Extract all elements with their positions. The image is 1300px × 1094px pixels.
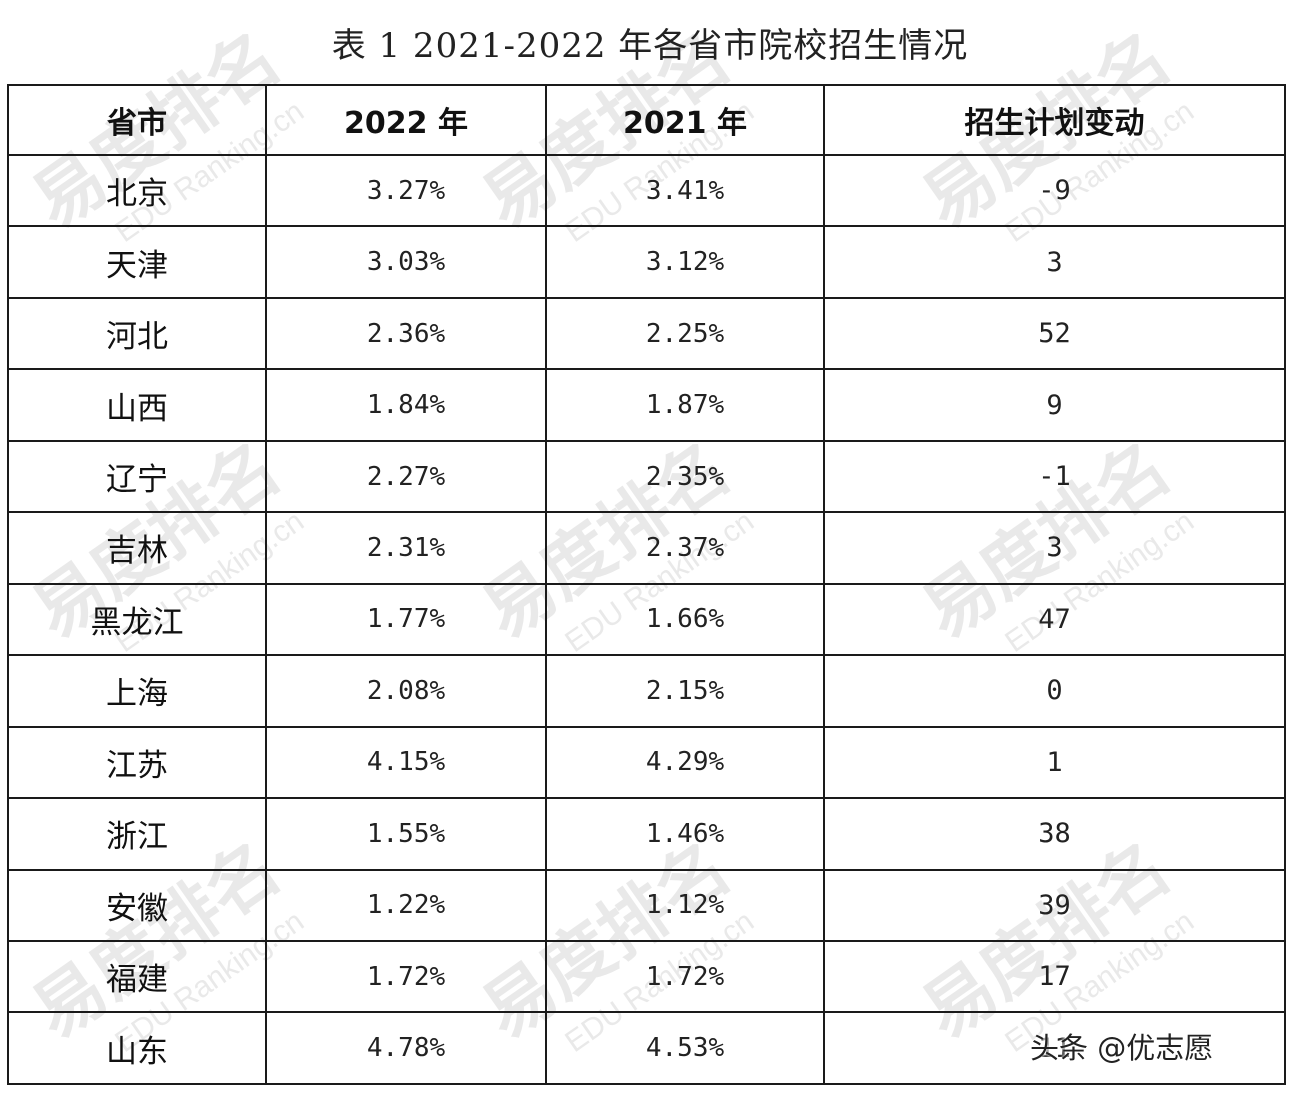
cell-2022: 4.78% <box>265 1011 547 1085</box>
cell-plan-change: 17 <box>823 939 1286 1014</box>
cell-2021: 2.15% <box>545 654 825 728</box>
cell-2022: 2.08% <box>265 654 547 728</box>
cell-2021: 1.46% <box>545 797 825 871</box>
header-plan-change: 招生计划变动 <box>823 84 1286 156</box>
cell-province: 黑龙江 <box>7 582 267 657</box>
table-title: 表 1 2021-2022 年各省市院校招生情况 <box>331 26 969 66</box>
cell-plan-change: 11 <box>823 1011 1286 1085</box>
table-row: 黑龙江 1.77% 1.66% 47 <box>7 582 1286 657</box>
cell-2021: 4.53% <box>545 1011 825 1085</box>
table-row: 天津 3.03% 3.12% 3 <box>7 225 1286 299</box>
cell-2022: 1.72% <box>265 939 547 1014</box>
cell-province: 安徽 <box>7 868 267 942</box>
cell-province: 辽宁 <box>7 439 267 514</box>
cell-province: 山东 <box>7 1011 267 1085</box>
cell-province: 天津 <box>7 225 267 299</box>
cell-2022: 4.15% <box>265 725 547 800</box>
cell-2022: 2.31% <box>265 511 547 585</box>
cell-province: 江苏 <box>7 725 267 800</box>
cell-province: 北京 <box>7 153 267 228</box>
cell-2021: 3.41% <box>545 153 825 228</box>
cell-2021: 1.72% <box>545 939 825 1014</box>
source-watermark-label: 头条 @优志愿 <box>1030 1031 1214 1065</box>
cell-2021: 2.37% <box>545 511 825 585</box>
cell-2022: 1.22% <box>265 868 547 942</box>
cell-plan-change: 0 <box>823 654 1286 728</box>
cell-2022: 1.84% <box>265 368 547 442</box>
cell-plan-change: 3 <box>823 511 1286 585</box>
cell-province: 河北 <box>7 296 267 371</box>
cell-plan-change: 3 <box>823 225 1286 299</box>
cell-plan-change: 9 <box>823 368 1286 442</box>
cell-plan-change: 52 <box>823 296 1286 371</box>
cell-2021: 1.12% <box>545 868 825 942</box>
cell-2021: 1.66% <box>545 582 825 657</box>
cell-plan-change: 1 <box>823 725 1286 800</box>
cell-2022: 2.27% <box>265 439 547 514</box>
header-2022: 2022 年 <box>265 84 547 156</box>
cell-plan-change: 38 <box>823 797 1286 871</box>
table-header-row: 省市 2022 年 2021 年 招生计划变动 <box>7 84 1286 156</box>
table-row: 辽宁 2.27% 2.35% -1 <box>7 439 1286 514</box>
cell-province: 山西 <box>7 368 267 442</box>
cell-plan-change: 39 <box>823 868 1286 942</box>
table-row: 山西 1.84% 1.87% 9 <box>7 368 1286 442</box>
cell-2021: 4.29% <box>545 725 825 800</box>
cell-province: 福建 <box>7 939 267 1014</box>
cell-province: 浙江 <box>7 797 267 871</box>
table-row: 北京 3.27% 3.41% -9 <box>7 153 1286 228</box>
cell-2022: 1.55% <box>265 797 547 871</box>
cell-2022: 2.36% <box>265 296 547 371</box>
enrollment-table: 省市 2022 年 2021 年 招生计划变动 北京 3.27% 3.41% -9 天津… <box>7 84 1286 1085</box>
table-row: 上海 2.08% 2.15% 0 <box>7 654 1286 728</box>
cell-2022: 3.03% <box>265 225 547 299</box>
cell-plan-change: -1 <box>823 439 1286 514</box>
cell-2021: 2.35% <box>545 439 825 514</box>
cell-2021: 2.25% <box>545 296 825 371</box>
table-row: 吉林 2.31% 2.37% 3 <box>7 511 1286 585</box>
table-row: 山东 4.78% 4.53% 11 <box>7 1011 1286 1085</box>
table-row: 福建 1.72% 1.72% 17 <box>7 939 1286 1014</box>
table-row: 江苏 4.15% 4.29% 1 <box>7 725 1286 800</box>
header-province: 省市 <box>7 84 267 156</box>
cell-2022: 1.77% <box>265 582 547 657</box>
cell-plan-change: 47 <box>823 582 1286 657</box>
header-2021: 2021 年 <box>545 84 825 156</box>
cell-2021: 3.12% <box>545 225 825 299</box>
cell-plan-change: -9 <box>823 153 1286 228</box>
table-row: 浙江 1.55% 1.46% 38 <box>7 797 1286 871</box>
table-row: 河北 2.36% 2.25% 52 <box>7 296 1286 371</box>
cell-province: 吉林 <box>7 511 267 585</box>
cell-2022: 3.27% <box>265 153 547 228</box>
table-row: 安徽 1.22% 1.12% 39 <box>7 868 1286 942</box>
cell-province: 上海 <box>7 654 267 728</box>
cell-2021: 1.87% <box>545 368 825 442</box>
